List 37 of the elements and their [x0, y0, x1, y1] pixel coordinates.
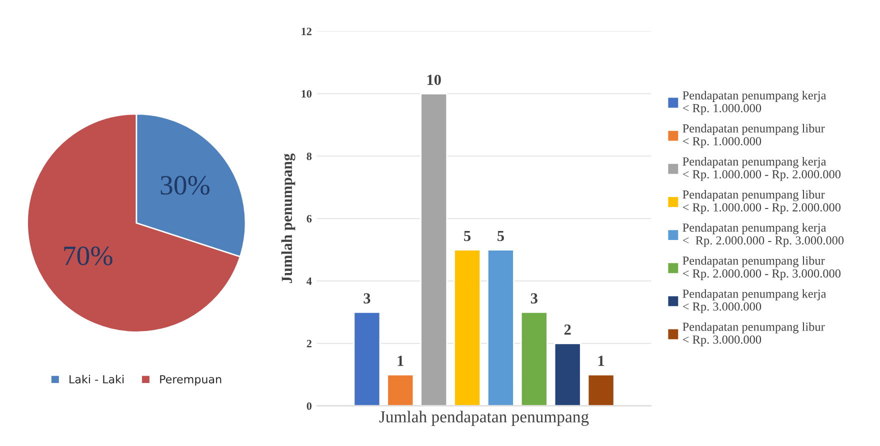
data-label: 1: [598, 356, 604, 366]
data-label: 10: [427, 74, 441, 85]
y-tick-label: 0: [306, 402, 312, 410]
bar: [386, 374, 414, 406]
bar: [420, 92, 448, 406]
y-axis-title: Jumlah penumpang: [281, 154, 296, 284]
bar: [353, 312, 381, 406]
x-tick-label: Jumlah pendapatan penumpang: [379, 410, 589, 426]
legend-label: Pendapatan penumpang kerja < Rp. 1.000.000: [682, 90, 826, 115]
legend-label: Pendapatan penumpang kerja < Rp. 1.000.000 - Rp. 2.000.000: [682, 156, 841, 181]
legend-label: Pendapatan penumpang libur < Rp. 2.000.000 - Rp. 3.000.000: [682, 256, 841, 280]
data-label: 5: [498, 230, 504, 242]
legend-label: Perempuan: [160, 375, 222, 386]
bar: [554, 342, 582, 406]
data-label: 30%: [160, 176, 210, 195]
data-label: 3: [530, 293, 538, 304]
legend-label: Pendapatan penumpang kerja < Rp. 2.000.000 - Rp. 3.000.000: [682, 223, 844, 248]
bar: [587, 374, 615, 406]
legend-label: Pendapatan penumpang libur < Rp. 1.000.000 - Rp. 2.000.000: [682, 190, 841, 214]
legend-label: Pendapatan penumpang kerja < Rp. 3.000.000: [682, 289, 826, 314]
y-tick-label: 2: [306, 340, 312, 348]
legend-label: Pendapatan penumpang libur < Rp. 1.000.000: [682, 124, 825, 148]
y-tick-label: 4: [306, 278, 312, 285]
data-label: 3: [364, 293, 370, 304]
data-label: 1: [398, 356, 404, 366]
y-tick-label: 10: [302, 90, 312, 98]
y-tick-label: 12: [302, 28, 312, 36]
data-label: 5: [464, 230, 471, 242]
legend-label: Laki - Laki: [70, 374, 124, 384]
legend-label: Pendapatan penumpang libur < Rp. 3.000.000: [682, 322, 825, 346]
y-tick-label: 6: [306, 215, 312, 223]
bar: [486, 249, 514, 406]
data-label: 70%: [64, 246, 112, 266]
y-tick-label: 8: [306, 152, 312, 160]
bar: [454, 249, 482, 406]
data-label: 2: [564, 324, 571, 335]
bar: [520, 312, 548, 406]
